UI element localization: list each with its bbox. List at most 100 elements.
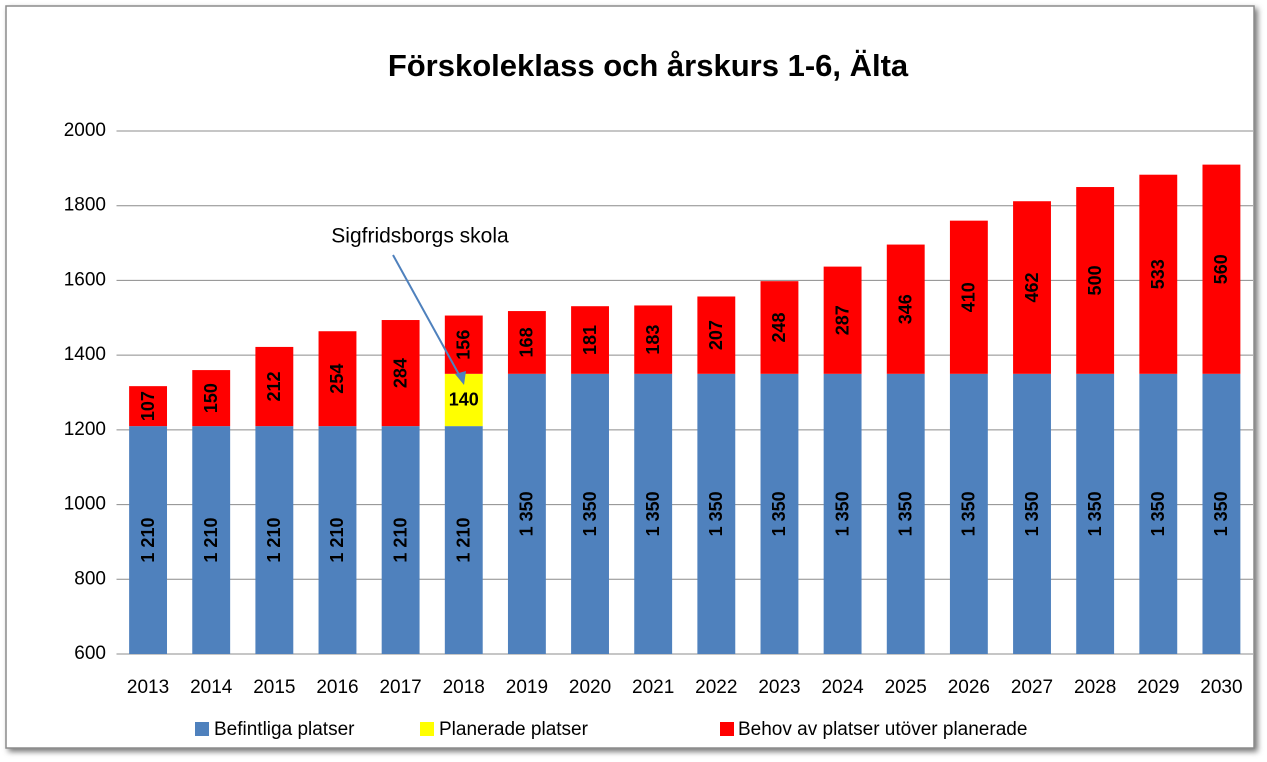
bar-segment xyxy=(1076,187,1115,374)
bar-segment xyxy=(760,373,799,654)
value-label: 1 350 xyxy=(643,491,663,536)
bar-segment xyxy=(949,220,988,374)
bar-segment xyxy=(255,426,294,654)
bar-segment xyxy=(634,373,673,654)
x-tick-label: 2016 xyxy=(316,677,358,698)
value-label: 207 xyxy=(706,320,726,350)
x-tick-label: 2015 xyxy=(253,677,295,698)
x-tick-label: 2029 xyxy=(1137,677,1179,698)
y-tick-label: 1800 xyxy=(64,195,106,216)
bar-segment xyxy=(1202,373,1241,654)
y-tick-label: 1600 xyxy=(64,269,106,290)
y-tick-label: 800 xyxy=(74,568,106,589)
bar-segment xyxy=(381,426,420,654)
x-tick-label: 2022 xyxy=(695,677,737,698)
bar-segment xyxy=(1076,373,1115,654)
annotation: Sigfridsborgs skola xyxy=(331,225,509,248)
value-label: 1 350 xyxy=(706,491,726,536)
bar-segment xyxy=(697,373,736,654)
y-tick-label: 1400 xyxy=(64,344,106,365)
bar-segment xyxy=(823,266,862,374)
value-label: 1 350 xyxy=(1211,491,1231,536)
x-tick-label: 2027 xyxy=(1011,677,1053,698)
value-label: 168 xyxy=(517,327,537,357)
value-label: 500 xyxy=(1085,265,1105,295)
legend-swatch xyxy=(195,722,209,736)
value-label: 181 xyxy=(580,325,600,355)
bar-segment xyxy=(1139,373,1178,654)
value-label: 1 210 xyxy=(138,518,158,563)
x-tick-label: 2023 xyxy=(758,677,800,698)
bar-segment xyxy=(571,306,609,374)
y-tick-label: 1000 xyxy=(64,494,106,515)
bar-segment xyxy=(760,281,799,374)
value-label: 254 xyxy=(327,364,347,394)
x-tick-label: 2014 xyxy=(190,677,233,698)
value-label: 560 xyxy=(1211,254,1231,284)
bar-segment xyxy=(823,373,862,654)
x-tick-label: 2024 xyxy=(821,677,864,698)
x-tick-label: 2030 xyxy=(1200,677,1242,698)
legend-label: Planerade platser xyxy=(439,719,589,740)
value-label: 1 210 xyxy=(201,518,221,563)
arrow-line xyxy=(392,254,463,381)
x-tick-label: 2013 xyxy=(127,677,169,698)
x-tick-label: 2019 xyxy=(506,677,548,698)
bar-segment xyxy=(318,426,357,654)
bar-segment xyxy=(1139,174,1178,374)
value-label: 1 350 xyxy=(580,491,600,536)
value-label: 1 350 xyxy=(1148,491,1168,536)
bar-segment xyxy=(129,426,168,654)
value-label: 1 210 xyxy=(264,518,284,563)
bar-segment xyxy=(129,386,168,427)
value-label: 1 350 xyxy=(1085,491,1105,536)
bar-segment xyxy=(507,311,546,374)
value-label: 1 210 xyxy=(327,518,347,563)
value-label: 346 xyxy=(895,294,915,324)
value-label: 212 xyxy=(264,371,284,401)
legend-swatch xyxy=(420,722,434,736)
bar-segment xyxy=(1013,373,1051,654)
y-tick-label: 1200 xyxy=(64,419,106,440)
bar-segment xyxy=(886,373,925,654)
bar-segment xyxy=(1013,201,1051,374)
legend-label: Befintliga platser xyxy=(214,719,355,740)
bar-segment xyxy=(381,320,420,427)
x-tick-label: 2017 xyxy=(379,677,421,698)
bar-segment xyxy=(192,370,231,427)
bar-segment xyxy=(255,346,294,427)
value-label: 533 xyxy=(1148,259,1168,289)
x-tick-label: 2025 xyxy=(885,677,927,698)
legend-swatch xyxy=(720,722,734,736)
value-label: 248 xyxy=(769,312,789,342)
bar-segment xyxy=(886,244,925,374)
value-label: 1 350 xyxy=(1022,491,1042,536)
bar-segment xyxy=(571,373,609,654)
x-tick-label: 2018 xyxy=(443,677,485,698)
value-label: 462 xyxy=(1022,273,1042,303)
x-tick-label: 2026 xyxy=(948,677,990,698)
value-label: 284 xyxy=(390,358,410,388)
value-label: 107 xyxy=(138,391,158,421)
value-label: 1 350 xyxy=(895,491,915,536)
y-tick-label: 600 xyxy=(74,643,106,664)
value-label: 1 350 xyxy=(769,491,789,536)
bar-segment xyxy=(444,426,483,654)
bar-segment xyxy=(318,331,357,427)
arrow-head xyxy=(455,371,466,385)
value-label: 150 xyxy=(201,383,221,413)
value-label: 287 xyxy=(832,305,852,335)
x-tick-label: 2021 xyxy=(632,677,674,698)
value-label: 1 210 xyxy=(390,518,410,563)
chart-title: Förskoleklass och årskurs 1-6, Älta xyxy=(388,48,909,83)
x-tick-label: 2028 xyxy=(1074,677,1116,698)
annotation-arrow xyxy=(392,254,466,385)
x-tick-label: 2020 xyxy=(569,677,611,698)
value-label: 1 350 xyxy=(517,491,537,536)
legend-label: Behov av platser utöver planerade xyxy=(738,719,1027,740)
bar-segment xyxy=(634,305,673,374)
y-tick-label: 2000 xyxy=(64,120,106,141)
value-label: 1 350 xyxy=(832,491,852,536)
value-label: 1 350 xyxy=(959,491,979,536)
